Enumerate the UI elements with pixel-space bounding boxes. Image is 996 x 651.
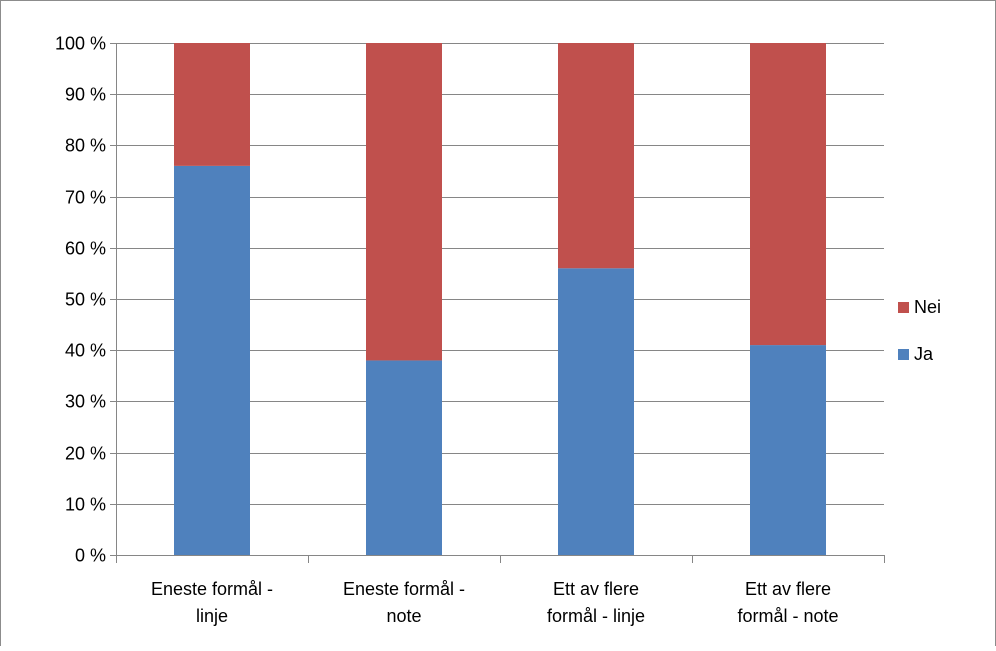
bar-nei xyxy=(366,43,442,361)
bar-ja xyxy=(558,268,634,555)
x-tick-label: Ett av flere formål - note xyxy=(737,579,838,626)
y-tick-label: 50 % xyxy=(65,290,106,310)
y-tick-label: 100 % xyxy=(55,34,106,54)
x-tick-labels: Eneste formål -linje Eneste formål -note E… xyxy=(151,579,839,626)
axes xyxy=(110,43,885,563)
y-tick-label: 60 % xyxy=(65,239,106,259)
y-tick-label: 30 % xyxy=(65,392,106,412)
y-tick-label: 0 % xyxy=(75,546,106,566)
bar-ja xyxy=(174,165,250,555)
bar-nei xyxy=(750,43,826,346)
y-tick-labels: 0 % 10 % 20 % 30 % 40 % 50 % 60 % 70 % 80 % 90 % 1… xyxy=(55,34,106,566)
x-tick-label: Eneste formål -linje xyxy=(151,579,273,626)
legend: Nei Ja xyxy=(898,297,941,364)
bar-ja xyxy=(366,360,442,555)
y-tick-label: 20 % xyxy=(65,444,106,464)
y-tick-label: 70 % xyxy=(65,188,106,208)
y-tick-label: 80 % xyxy=(65,136,106,156)
x-tick-label: Ett av flere formål - linje xyxy=(547,579,645,626)
bars xyxy=(174,43,826,555)
y-tick-label: 40 % xyxy=(65,341,106,361)
bar-nei xyxy=(558,43,634,269)
bar-nei xyxy=(174,43,250,166)
legend-label-nei: Nei xyxy=(914,297,941,317)
y-tick-label: 10 % xyxy=(65,495,106,515)
bar-ja xyxy=(750,345,826,555)
legend-swatch-nei xyxy=(898,302,909,313)
legend-swatch-ja xyxy=(898,349,909,360)
legend-label-ja: Ja xyxy=(914,344,934,364)
y-tick-label: 90 % xyxy=(65,85,106,105)
x-tick-label: Eneste formål -note xyxy=(343,579,465,626)
